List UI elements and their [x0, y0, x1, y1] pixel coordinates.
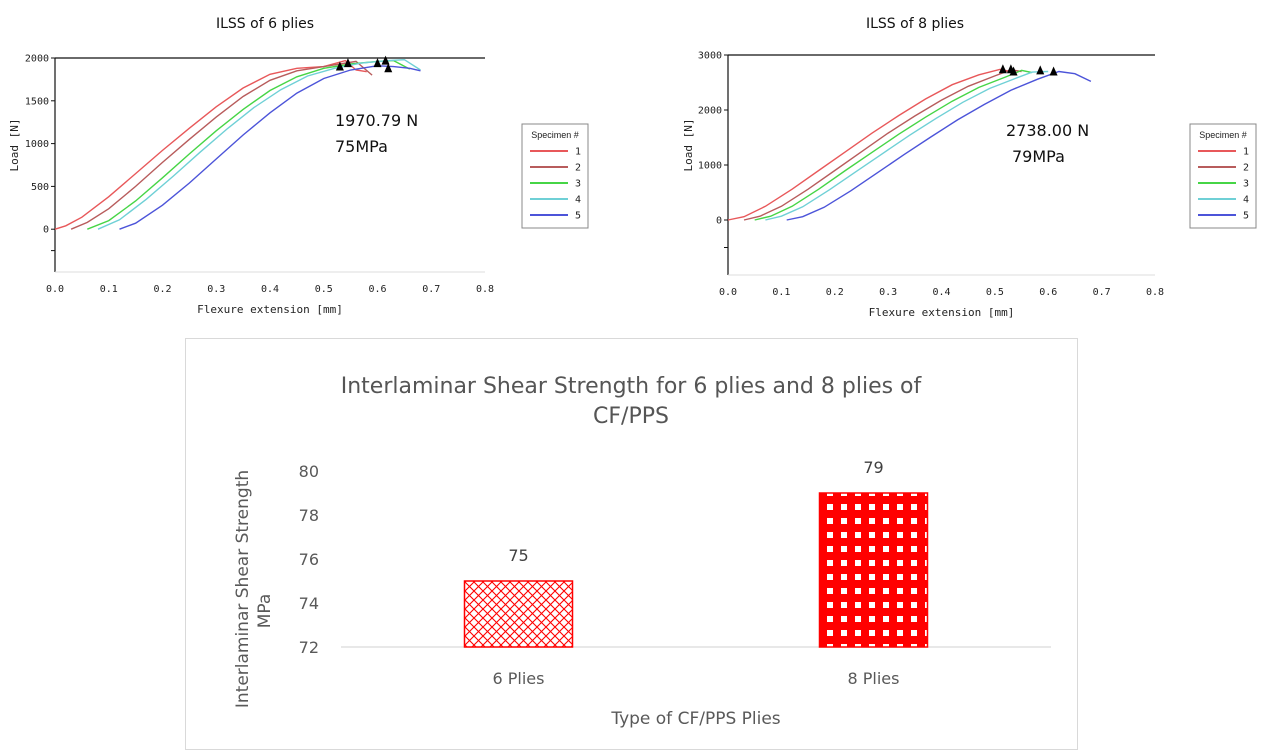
x-tick-label: 0.1 — [100, 284, 118, 295]
annotation-text: 2738.00 N — [1006, 121, 1089, 140]
y-tick-label: 72 — [299, 638, 319, 657]
failure-marker — [381, 55, 390, 65]
failure-marker — [343, 58, 352, 68]
ilss-bar-svg: Interlaminar Shear Strength for 6 plies … — [233, 374, 1051, 729]
y-tick-label: 78 — [299, 506, 319, 525]
x-tick-label: 0.0 — [719, 287, 737, 298]
failure-marker — [1036, 65, 1045, 75]
y-axis-label: Interlaminar Shear Strength MPa — [233, 470, 275, 708]
annotation-text: 75MPa — [335, 137, 388, 156]
legend-entry: 4 — [575, 195, 581, 206]
x-axis-label: Type of CF/PPS Plies — [610, 709, 780, 729]
ilss-8-plies-svg: ILSS of 8 plies 0 1000 2000 3000 0.0 0.1 0.2 0.3… — [682, 16, 1257, 319]
x-axis-label: Flexure extension [mm] — [197, 303, 343, 316]
x-tick-label: 8 Plies — [848, 669, 900, 688]
bar-data-label: 75 — [508, 546, 528, 565]
x-tick-label: 0.0 — [46, 284, 64, 295]
y-tick-label: 2000 — [25, 54, 49, 65]
legend: Specimen # 1 2 3 4 5 — [1189, 123, 1257, 229]
legend-entry: 4 — [1243, 195, 1249, 206]
legend-entry: 5 — [575, 211, 581, 222]
series-line-2 — [743, 69, 1022, 221]
legend-entry: 1 — [1243, 147, 1249, 158]
annotation-text: 1970.79 N — [335, 111, 418, 130]
y-tick-label: 500 — [31, 182, 49, 193]
x-tick-label: 0.3 — [879, 287, 897, 298]
legend: Specimen # 1 2 3 4 5 — [521, 123, 589, 229]
series-line-1 — [727, 68, 1012, 221]
legend-title: Specimen # — [1199, 130, 1247, 140]
series-line-4 — [765, 70, 1049, 221]
y-axis-label: Load [N] — [682, 119, 695, 172]
ilss-6-plies-svg: ILSS of 6 plies 0 500 1000 1500 2000 0.0 0.1 0.2… — [8, 16, 589, 316]
y-axis-label: Load [N] — [8, 119, 21, 172]
failure-marker — [373, 58, 382, 68]
legend-entry: 3 — [575, 179, 581, 190]
legend-entry: 5 — [1243, 211, 1249, 222]
x-tick-label: 0.3 — [207, 284, 225, 295]
y-tick-label: 76 — [299, 550, 319, 569]
y-tick-label: 1000 — [25, 139, 49, 150]
failure-marker — [998, 64, 1007, 74]
y-tick-label: 2000 — [698, 106, 722, 117]
series-line-5 — [786, 70, 1092, 221]
legend-entry: 3 — [1243, 179, 1249, 190]
bar-data-label: 79 — [863, 458, 883, 477]
x-tick-label: 6 Plies — [493, 669, 545, 688]
x-tick-label: 0.8 — [1146, 287, 1164, 298]
legend-entry: 1 — [575, 147, 581, 158]
y-tick-label: 80 — [299, 462, 319, 481]
chart-title: ILSS of 6 plies — [216, 16, 314, 32]
x-axis-label: Flexure extension [mm] — [869, 306, 1015, 319]
x-tick-label: 0.4 — [261, 284, 279, 295]
x-tick-label: 0.1 — [772, 287, 790, 298]
series-line-5 — [119, 64, 421, 230]
ilss-6-plies-chart: ILSS of 6 plies 0 500 1000 1500 2000 0.0 0.1 0.2… — [0, 0, 620, 335]
y-tick-label: 74 — [299, 594, 319, 613]
failure-marker — [335, 61, 344, 71]
y-tick-label: 3000 — [698, 51, 722, 62]
y-tick-label: 1000 — [698, 161, 722, 172]
legend-entry: 2 — [575, 163, 581, 174]
x-tick-label: 0.7 — [1093, 287, 1111, 298]
ilss-bar-chart: Interlaminar Shear Strength for 6 plies … — [185, 338, 1078, 750]
failure-marker — [1049, 66, 1058, 76]
x-tick-label: 0.6 — [368, 284, 386, 295]
annotation-text: 79MPa — [1012, 147, 1065, 166]
series-line-2 — [70, 60, 373, 230]
x-tick-label: 0.5 — [315, 284, 333, 295]
y-tick-label: 0 — [716, 216, 722, 227]
y-tick-label: 1500 — [25, 96, 49, 107]
bar-chart-title: Interlaminar Shear Strength for 6 plies … — [341, 374, 923, 429]
y-tick-label: 0 — [43, 225, 49, 236]
legend-box — [521, 123, 589, 229]
failure-marker — [1009, 66, 1018, 76]
x-tick-label: 0.8 — [476, 284, 494, 295]
chart-title: ILSS of 8 plies — [866, 16, 964, 32]
bar-2 — [818, 492, 929, 648]
x-tick-label: 0.4 — [932, 287, 950, 298]
series-line-3 — [754, 69, 1033, 221]
x-tick-label: 0.2 — [826, 287, 844, 298]
x-tick-label: 0.5 — [986, 287, 1004, 298]
x-tick-label: 0.7 — [422, 284, 440, 295]
legend-title: Specimen # — [531, 130, 579, 140]
legend-entry: 2 — [1243, 163, 1249, 174]
x-tick-label: 0.6 — [1039, 287, 1057, 298]
ilss-8-plies-chart: ILSS of 8 plies 0 1000 2000 3000 0.0 0.1 0.2 0.3… — [630, 0, 1261, 335]
x-tick-label: 0.2 — [153, 284, 171, 295]
bar-1 — [463, 580, 574, 648]
legend-box — [1189, 123, 1257, 229]
series-line-1 — [54, 59, 367, 230]
failure-marker — [384, 63, 393, 73]
